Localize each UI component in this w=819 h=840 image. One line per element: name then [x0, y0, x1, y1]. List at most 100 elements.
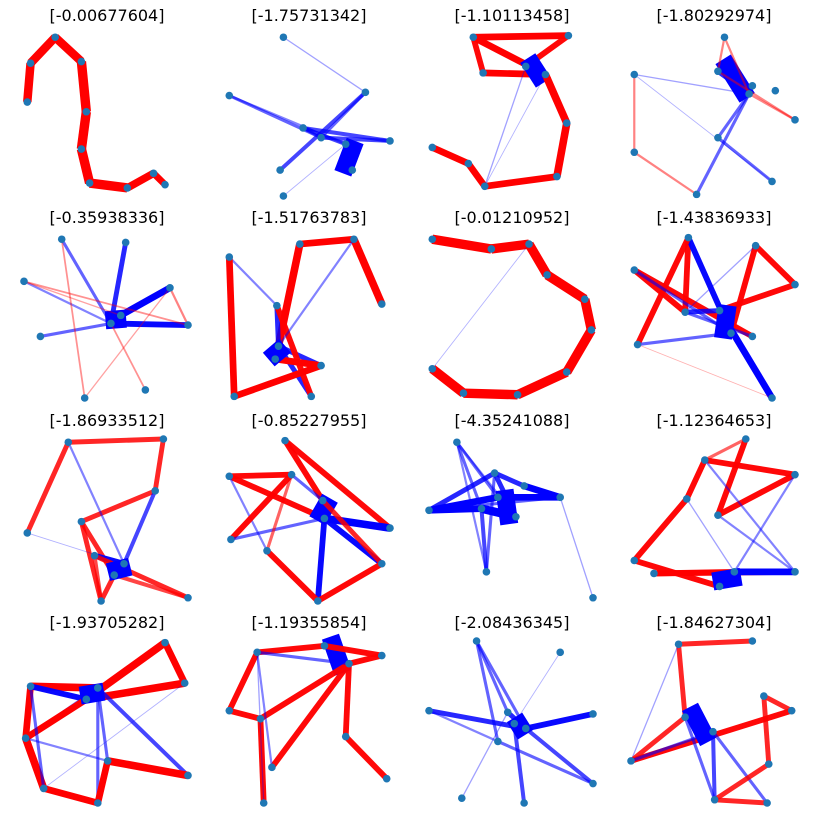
graph-node	[317, 361, 325, 370]
edge	[43, 682, 185, 789]
graph-node	[541, 70, 550, 79]
graph-node	[64, 438, 73, 447]
edge	[110, 323, 147, 391]
edge	[761, 695, 772, 765]
edge	[497, 740, 594, 785]
graph-node	[341, 140, 350, 148]
edge	[678, 638, 753, 647]
panel-title: [-1.12364653]	[656, 411, 772, 430]
graph-node	[279, 192, 288, 200]
graph-node	[77, 57, 86, 66]
edge	[323, 514, 391, 532]
edge	[632, 497, 689, 563]
edge	[23, 62, 35, 103]
graph-node	[715, 582, 724, 591]
edge	[429, 365, 467, 397]
graph-node	[520, 799, 528, 807]
edge	[716, 37, 726, 72]
edge	[513, 652, 561, 724]
graph-node	[39, 784, 48, 793]
panel-title: [-1.51763783]	[251, 208, 367, 227]
edge	[484, 74, 546, 187]
edge	[233, 362, 323, 400]
graph-node	[77, 145, 86, 153]
edge	[704, 437, 747, 462]
graph-node	[791, 116, 799, 124]
graph-node	[521, 62, 530, 71]
edge	[228, 472, 294, 542]
graph-node	[428, 365, 437, 373]
edge	[96, 686, 190, 777]
network-graph	[425, 637, 597, 807]
edge	[256, 642, 325, 656]
graph-node	[525, 240, 533, 248]
edge	[703, 459, 796, 573]
graph-node	[714, 511, 722, 519]
graph-node	[180, 679, 189, 687]
graph-node	[748, 637, 757, 645]
graph-node	[768, 177, 776, 186]
edge	[484, 66, 527, 187]
edge	[256, 652, 265, 804]
edge	[559, 497, 594, 598]
edge	[22, 736, 48, 790]
graph-panel: [-1.84627304]	[613, 607, 815, 809]
graph-node	[556, 648, 564, 657]
edge	[716, 472, 797, 518]
graph-node	[720, 33, 729, 42]
edge	[60, 239, 86, 399]
edge	[258, 661, 351, 722]
edge	[524, 241, 552, 278]
edge	[493, 470, 526, 489]
graph-node	[428, 235, 437, 244]
graph-node	[562, 368, 571, 376]
panel-title: [-1.19355854]	[251, 613, 367, 632]
graph-node	[745, 90, 753, 98]
graph-node	[296, 240, 304, 248]
edge	[76, 61, 91, 113]
edge	[228, 473, 326, 522]
graph-node	[263, 546, 271, 555]
edge	[716, 69, 751, 96]
graph-node	[487, 245, 496, 253]
graph-node	[141, 386, 150, 394]
panel-title: [-1.75731342]	[251, 6, 367, 25]
edge	[553, 122, 571, 178]
graph-node	[751, 241, 760, 250]
edge	[524, 726, 595, 786]
edge	[479, 508, 489, 572]
network-graph	[630, 33, 799, 199]
edge	[634, 74, 773, 182]
edge	[40, 321, 112, 338]
graph-node	[281, 436, 289, 445]
network-graph	[23, 33, 169, 193]
graph-node	[23, 529, 32, 537]
graph-node	[94, 684, 102, 692]
graph-node	[650, 569, 658, 578]
graph-node	[268, 763, 276, 772]
edge	[630, 730, 714, 763]
edge	[67, 441, 126, 565]
edge	[461, 711, 509, 799]
graph-node	[184, 771, 192, 780]
graph-node	[314, 597, 322, 605]
panel-title: [-1.80292974]	[656, 6, 772, 25]
network-graph	[428, 234, 596, 400]
edge	[633, 151, 698, 196]
edge	[748, 92, 796, 121]
graph-node	[378, 651, 386, 660]
edge	[323, 643, 383, 659]
graph-node	[256, 714, 265, 723]
graph-node	[279, 33, 288, 42]
edge	[228, 256, 278, 307]
graph-node	[564, 31, 573, 40]
edge	[470, 36, 486, 74]
graph-node	[714, 133, 722, 142]
graph-node	[259, 799, 268, 807]
edge	[113, 573, 189, 600]
graph-node	[469, 33, 478, 42]
graph-panel: [-0.01210952]	[411, 202, 613, 404]
network-graph	[23, 435, 192, 605]
graph-node	[709, 727, 717, 736]
edge	[562, 327, 596, 375]
